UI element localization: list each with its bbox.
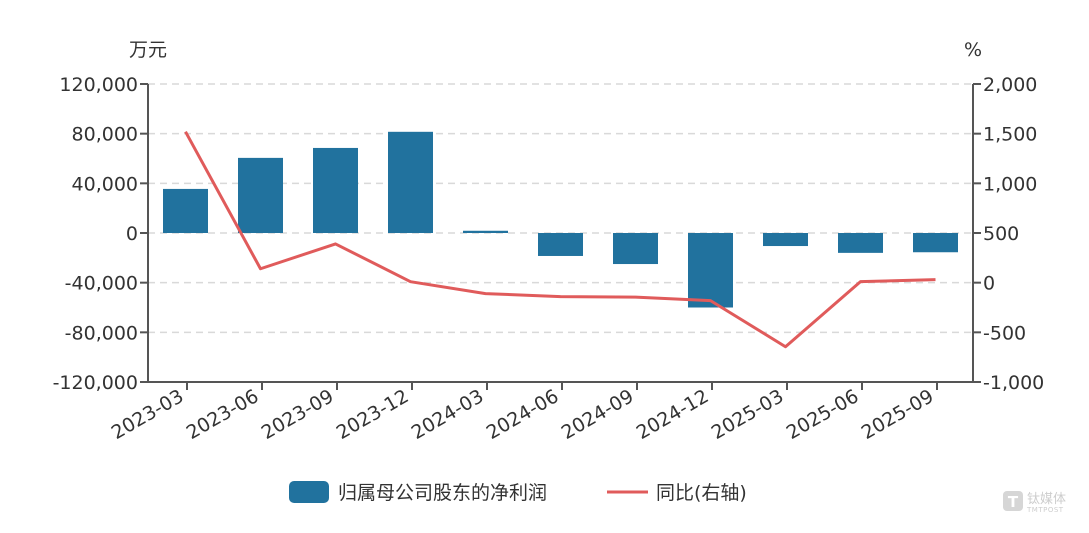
watermark-text: 钛媒体 xyxy=(1027,492,1066,507)
right-tick-label: -500 xyxy=(983,322,1026,344)
left-tick-label: 120,000 xyxy=(59,74,138,96)
watermark: T 钛媒体 TMTPOST xyxy=(1003,491,1066,514)
bar-2023-06[interactable] xyxy=(238,157,283,233)
legend-label-yoy: 同比(右轴) xyxy=(656,482,747,504)
bar-2023-12[interactable] xyxy=(388,131,433,233)
x-tick-label: 2023-09 xyxy=(258,385,338,444)
right-tick-label: -1,000 xyxy=(983,372,1044,394)
bar-series xyxy=(163,131,958,308)
legend-item-net-profit[interactable]: 归属母公司股东的净利润 xyxy=(289,481,547,504)
x-tick-label: 2024-03 xyxy=(408,385,488,444)
right-tick-label: 500 xyxy=(983,223,1019,245)
left-axis-ticks: 120,000 80,000 40,000 0 -40,000 -80,000 -120,0… xyxy=(53,74,148,394)
x-tick-label: 2025-06 xyxy=(783,385,863,444)
bar-2025-03[interactable] xyxy=(763,233,808,247)
left-tick-label: -40,000 xyxy=(65,273,138,295)
left-tick-label: 0 xyxy=(126,223,138,245)
left-tick-label: -80,000 xyxy=(65,322,138,344)
yoy-line[interactable] xyxy=(184,130,936,349)
right-tick-label: 0 xyxy=(983,273,995,295)
right-axis-ticks: 2,000 1,500 1,000 500 0 -500 -1,000 xyxy=(973,74,1044,394)
watermark-subtext: TMTPOST xyxy=(1026,506,1064,514)
legend-bar-swatch-icon xyxy=(289,481,329,503)
bar-2024-06[interactable] xyxy=(538,233,583,256)
tmtpost-logo-glyph: T xyxy=(1008,493,1019,511)
gridlines xyxy=(148,83,973,334)
bar-2024-03[interactable] xyxy=(463,230,508,233)
x-tick-label: 2023-12 xyxy=(333,385,413,444)
x-tick-label: 2024-09 xyxy=(558,385,638,444)
bar-2024-12[interactable] xyxy=(688,233,733,308)
x-tick-label: 2023-03 xyxy=(108,385,188,444)
bar-2025-09[interactable] xyxy=(913,233,958,253)
right-tick-label: 1,000 xyxy=(983,173,1037,195)
right-tick-label: 2,000 xyxy=(983,74,1037,96)
bar-2025-06[interactable] xyxy=(838,233,883,253)
right-axis-unit: % xyxy=(964,39,982,61)
legend: 归属母公司股东的净利润 同比(右轴) xyxy=(289,481,747,504)
legend-item-yoy[interactable]: 同比(右轴) xyxy=(607,482,747,504)
x-tick-label: 2024-12 xyxy=(633,385,713,444)
left-tick-label: 80,000 xyxy=(72,124,138,146)
left-axis-unit: 万元 xyxy=(129,39,167,61)
x-tick-label: 2025-09 xyxy=(858,385,938,444)
x-tick-label: 2025-03 xyxy=(708,385,788,444)
bar-2023-09[interactable] xyxy=(313,147,358,233)
line-series xyxy=(184,130,936,349)
left-tick-label: -120,000 xyxy=(53,372,138,394)
bar-2023-03[interactable] xyxy=(163,188,208,233)
x-axis-ticks: 2023-032023-062023-092023-122024-032024-… xyxy=(108,382,938,444)
x-tick-label: 2023-06 xyxy=(183,385,263,444)
x-tick-label: 2024-06 xyxy=(483,385,563,444)
left-tick-label: 40,000 xyxy=(72,173,138,195)
legend-label-net-profit: 归属母公司股东的净利润 xyxy=(338,482,547,504)
right-tick-label: 1,500 xyxy=(983,124,1037,146)
tmtpost-logo-icon xyxy=(1003,491,1023,511)
bar-2024-09[interactable] xyxy=(613,233,658,265)
